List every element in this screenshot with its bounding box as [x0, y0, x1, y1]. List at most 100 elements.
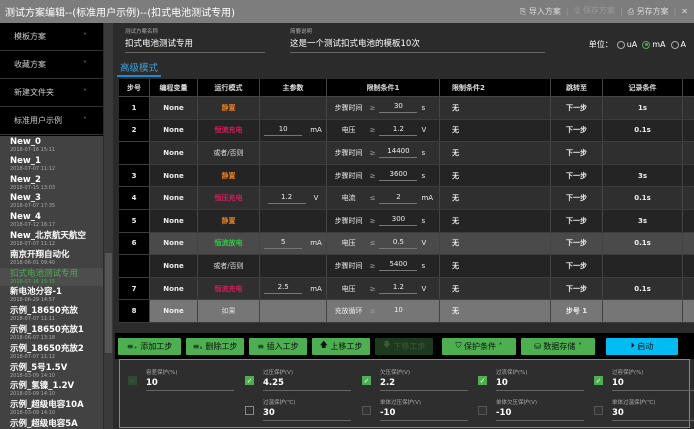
table-row[interactable]: 7 None 恒流充电 2.5 mA 电压 ≥1.2 V 无下一步 0.1s [119, 277, 694, 301]
limit-condition-2[interactable]: 无 [440, 232, 551, 255]
protection-field[interactable]: 过容保护(%) 10 [612, 368, 694, 391]
description-field[interactable]: 简要说明 这是一个测试扣式电池的模板10次 [290, 27, 545, 53]
protection-value-input[interactable]: 10 [612, 378, 694, 391]
run-mode[interactable]: 恒压充电 [198, 187, 260, 209]
sidebar-section-2[interactable]: 新建文件夹 ˅ [0, 79, 103, 107]
limit-condition-2[interactable]: 无 [440, 97, 551, 119]
scheme-name-field[interactable]: 测试方案名称 扣式电池测试专用 [125, 27, 265, 53]
protection-toggle-button[interactable]: ⛉ 保护条件 ˄ [442, 337, 516, 355]
record-condition[interactable]: 3s [603, 164, 683, 187]
unit-radio-A[interactable]: A [670, 40, 686, 49]
jump-to[interactable]: 步号 1 [551, 300, 603, 322]
limit-condition-2[interactable]: 无 [440, 187, 551, 209]
table-row[interactable]: 3 None 静置 步骤时间 ≥3600 s 无下一步 3s [119, 164, 694, 188]
scheme-list-item[interactable]: 示例_5号1.5V 2018-03-09 14:10 [0, 362, 103, 381]
protection-checkbox[interactable] [362, 406, 371, 415]
record-condition[interactable]: 0.1s [603, 277, 683, 300]
scheme-list-item[interactable]: New_1 2018-07-07 11:12 [0, 155, 103, 174]
limit-value-input[interactable]: 300 [379, 215, 418, 227]
table-row[interactable]: 1 None 静置 步骤时间 ≥30 s 无下一步 1s [119, 97, 694, 120]
param-input[interactable]: 2.5 [264, 283, 303, 295]
record-condition[interactable]: 0.1s [603, 232, 683, 255]
description-input[interactable]: 这是一个测试扣式电池的模板10次 [290, 37, 545, 53]
protection-checkbox[interactable]: ✓ [478, 376, 487, 385]
protection-field[interactable]: 容差保护(%) 10 [146, 368, 234, 391]
insert-step-button[interactable]: ≡ 插入工步 [249, 337, 307, 355]
param-input[interactable]: 1.2 [267, 193, 306, 204]
move-down-button[interactable]: 🡇 下移工步 [375, 337, 433, 355]
scheme-list-item[interactable]: New_3 2018-07-07 17:35 [0, 192, 103, 211]
scheme-list-item[interactable]: 扣式电池测试专用 2018-07-16 15:15 [0, 267, 103, 287]
limit-value-input[interactable]: 10 [379, 306, 418, 317]
delete-step-button[interactable]: ≡ₓ 删除工步 [186, 337, 244, 355]
protection-checkbox[interactable] [594, 406, 603, 415]
limit-condition-2[interactable]: 无 [440, 164, 551, 187]
table-row[interactable]: 5 None 静置 步骤时间 ≥300 s 无下一步 3s [119, 209, 694, 233]
scheme-list-item[interactable]: New_北京航天航空 2018-07-07 11:12 [0, 230, 103, 249]
run-mode[interactable]: 或者/否则 [198, 142, 260, 164]
protection-value-input[interactable]: -10 [380, 408, 468, 421]
limit-condition-2[interactable]: 无 [440, 300, 551, 322]
limit-value-input[interactable]: 1.2 [379, 125, 418, 136]
limit-value-input[interactable]: 2 [379, 193, 418, 204]
unit-radio-uA[interactable]: uA [616, 40, 637, 49]
run-mode[interactable]: 静置 [198, 97, 260, 119]
limit-condition-2[interactable]: 无 [440, 209, 551, 232]
close-icon[interactable]: ✕ [681, 7, 688, 16]
table-row[interactable]: 4 None 恒压充电 1.2 V 电流 ≤2 mA 无下一步 0.1s [119, 187, 694, 210]
table-row[interactable]: 6 None 恒流放电 5 mA 电压 ≤0.5 V 无下一步 0.1s [119, 232, 694, 256]
run-mode[interactable]: 恒流充电 [198, 119, 260, 142]
sidebar-section-1[interactable]: 收藏方案 ˅ [0, 51, 103, 79]
limit-condition-2[interactable]: 无 [440, 277, 551, 300]
jump-to[interactable]: 下一步 [551, 142, 603, 164]
record-condition[interactable] [603, 300, 683, 322]
scheme-name-input[interactable]: 扣式电池测试专用 [125, 37, 265, 53]
protection-checkbox[interactable] [245, 406, 254, 415]
run-mode[interactable]: 静置 [198, 164, 260, 187]
protection-value-input[interactable]: 30 [612, 408, 694, 421]
add-step-button[interactable]: ≡₊ 添加工步 [118, 337, 181, 355]
limit-value-input[interactable]: 30 [379, 102, 418, 114]
param-input[interactable]: 10 [264, 125, 303, 136]
move-up-button[interactable]: 🡅 上移工步 [312, 337, 370, 355]
run-mode[interactable]: 恒流放电 [198, 232, 260, 255]
record-condition[interactable]: 0.1s [603, 187, 683, 209]
record-condition[interactable] [603, 142, 683, 164]
table-row[interactable]: 2 None 恒流充电 10 mA 电压 ≥1.2 V 无下一步 0.1s [119, 119, 694, 143]
scheme-list-item[interactable]: 示例_超级电容5A2018-03-09 14:10 [0, 418, 103, 429]
record-condition[interactable] [603, 255, 683, 277]
scheme-list-item[interactable]: 示例_18650充放2 2018-07-07 11:12 [0, 343, 103, 362]
run-mode[interactable]: 恒流充电 [198, 277, 260, 300]
limit-condition-2[interactable]: 无 [440, 255, 551, 277]
protection-checkbox[interactable]: ✓ [362, 376, 371, 385]
protection-checkbox[interactable]: ✓ [594, 376, 603, 385]
scheme-list-item[interactable]: New_2 2018-07-15 13:03 [0, 174, 103, 193]
scrollbar-thumb[interactable] [105, 253, 112, 353]
protection-value-input[interactable]: -10 [496, 408, 584, 421]
limit-value-input[interactable]: 0.5 [379, 238, 418, 249]
limit-condition-2[interactable]: 无 [440, 119, 551, 142]
limit-condition-2[interactable]: 无 [440, 142, 551, 164]
unit-radio-mA[interactable]: mA [642, 40, 666, 49]
table-row[interactable]: None 或者/否则 步骤时间 ≥5400 s 无下一步 [119, 255, 694, 278]
protection-field[interactable]: 单体欠压保护(V) -10 [496, 398, 584, 421]
jump-to[interactable]: 下一步 [551, 255, 603, 277]
protection-field[interactable]: 过温保护(℃) 30 [263, 398, 351, 421]
sidebar-section-3[interactable]: 标准用户示例 ˄ [0, 107, 103, 135]
save-as-button[interactable]: ⎙ 另存方案 [627, 7, 669, 16]
limit-value-input[interactable]: 3600 [379, 170, 418, 182]
param-input[interactable]: 5 [264, 238, 303, 249]
protection-field[interactable]: 过流保护(%) 10 [496, 368, 584, 391]
scheme-list-item[interactable]: 示例_氢镍_1.2V 2018-03-09 14:10 [0, 380, 103, 399]
jump-to[interactable]: 下一步 [551, 232, 603, 255]
scheme-list-item[interactable]: 新电池分容-1 2018-06-29 14:57 [0, 286, 103, 305]
jump-to[interactable]: 下一步 [551, 277, 603, 300]
protection-value-input[interactable]: 2.2 [380, 378, 468, 391]
protection-checkbox[interactable]: ✓ [245, 376, 254, 385]
scheme-list-item[interactable]: 南京开翔自动化 2018-06-01 09:40 [0, 249, 103, 268]
protection-value-input[interactable]: 4.25 [263, 378, 351, 391]
table-row[interactable]: 8 None 如果 充放循环 ≤10 无步号 1 [119, 300, 694, 323]
record-condition[interactable]: 1s [603, 97, 683, 119]
data-storage-button[interactable]: ⛁ 数据存储 ˅ [521, 337, 595, 355]
record-condition[interactable]: 0.1s [603, 119, 683, 142]
